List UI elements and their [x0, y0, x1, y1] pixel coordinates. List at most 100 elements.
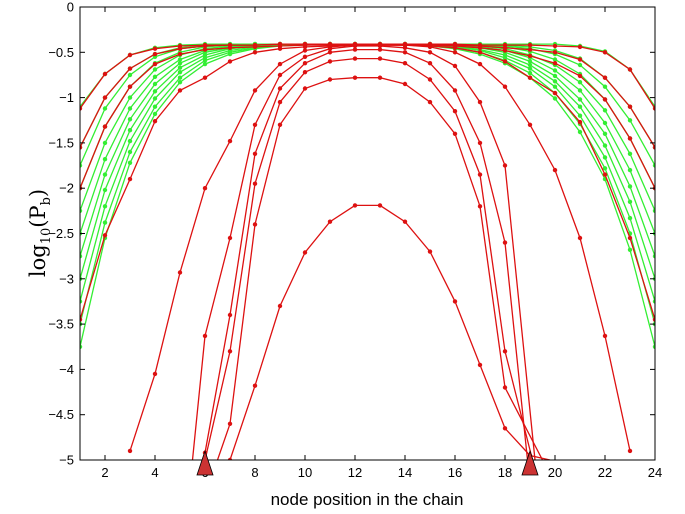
data-point: [277, 46, 283, 51]
data-point: [527, 70, 533, 76]
x-tick-label: 8: [251, 465, 258, 480]
data-point: [177, 270, 183, 275]
data-point: [427, 77, 433, 82]
data-point: [227, 59, 233, 64]
data-point: [477, 204, 483, 209]
data-point: [602, 333, 608, 339]
data-point: [202, 75, 208, 80]
data-point: [377, 56, 383, 61]
data-point: [652, 163, 655, 168]
data-point: [227, 51, 233, 57]
data-point: [252, 50, 258, 55]
data-point: [352, 47, 358, 52]
data-point: [452, 299, 458, 304]
data-point: [302, 86, 308, 91]
data-point: [277, 72, 283, 78]
position-marker-6: [196, 449, 214, 476]
x-axis-label: node position in the chain: [271, 490, 464, 509]
data-point: [452, 63, 458, 69]
data-point: [602, 75, 608, 80]
data-point: [602, 97, 608, 102]
data-point: [477, 45, 483, 50]
data-point: [352, 43, 358, 49]
data-point: [177, 57, 183, 62]
data-point: [477, 140, 483, 146]
data-point: [402, 50, 408, 55]
series-red-16: [191, 43, 536, 460]
y-axis-label-arg: (P: [26, 205, 50, 227]
data-point: [477, 172, 483, 177]
data-point: [477, 50, 483, 55]
data-point: [502, 349, 508, 354]
data-point: [302, 54, 308, 59]
data-point: [427, 99, 433, 105]
data-point: [252, 88, 258, 93]
data-point: [527, 53, 533, 59]
y-tick-label: −1: [59, 90, 74, 105]
data-point: [652, 106, 655, 111]
data-point: [652, 344, 655, 349]
data-point: [277, 303, 283, 309]
data-point: [252, 151, 258, 156]
data-point: [127, 106, 133, 111]
data-point: [152, 371, 158, 377]
data-point: [102, 106, 108, 111]
data-point: [527, 66, 533, 71]
data-point: [452, 109, 458, 114]
data-point: [427, 249, 433, 254]
data-point: [277, 122, 283, 128]
data-point: [127, 149, 133, 155]
data-point: [427, 61, 433, 66]
data-point: [80, 317, 83, 322]
data-point: [577, 57, 583, 62]
data-point: [227, 349, 233, 354]
data-point: [277, 86, 283, 91]
data-point: [377, 203, 383, 208]
data-point: [502, 59, 508, 64]
data-point: [227, 138, 233, 144]
data-point: [80, 163, 83, 168]
data-point: [102, 233, 108, 238]
data-point: [527, 47, 533, 52]
x-tick-label: 18: [498, 465, 512, 480]
data-point: [177, 88, 183, 93]
position-marker-19: [521, 449, 539, 476]
data-point: [552, 50, 558, 55]
data-point: [302, 61, 308, 66]
data-point: [127, 128, 133, 133]
data-point: [502, 240, 508, 245]
data-point: [277, 61, 283, 67]
data-point: [202, 58, 208, 63]
data-point: [252, 222, 258, 227]
y-axis-label-close: ): [26, 189, 50, 197]
data-point: [527, 59, 533, 64]
data-point: [652, 208, 655, 213]
data-point: [127, 84, 133, 89]
data-point: [152, 111, 158, 117]
data-point: [602, 84, 608, 89]
data-point: [602, 155, 608, 160]
data-point: [602, 120, 608, 126]
data-point: [477, 61, 483, 67]
data-point: [227, 421, 233, 426]
data-point: [102, 172, 108, 177]
data-point: [602, 166, 608, 171]
y-tick-label: −4: [59, 362, 74, 377]
series-red-18: [202, 56, 534, 460]
axes-layer: 246810121416182022240−0.5−1−1.5−2−2.5−3−…: [48, 0, 662, 480]
data-point: [602, 50, 608, 55]
data-point: [502, 84, 508, 89]
data-point: [102, 157, 108, 162]
data-point: [152, 89, 158, 94]
data-point: [627, 235, 633, 241]
data-point: [80, 344, 83, 349]
data-point: [577, 235, 583, 241]
data-point: [277, 99, 283, 105]
data-point: [80, 106, 83, 111]
data-point: [552, 43, 558, 49]
data-point: [627, 136, 633, 141]
data-point: [127, 95, 133, 100]
data-point: [577, 113, 583, 118]
data-point: [627, 199, 633, 204]
